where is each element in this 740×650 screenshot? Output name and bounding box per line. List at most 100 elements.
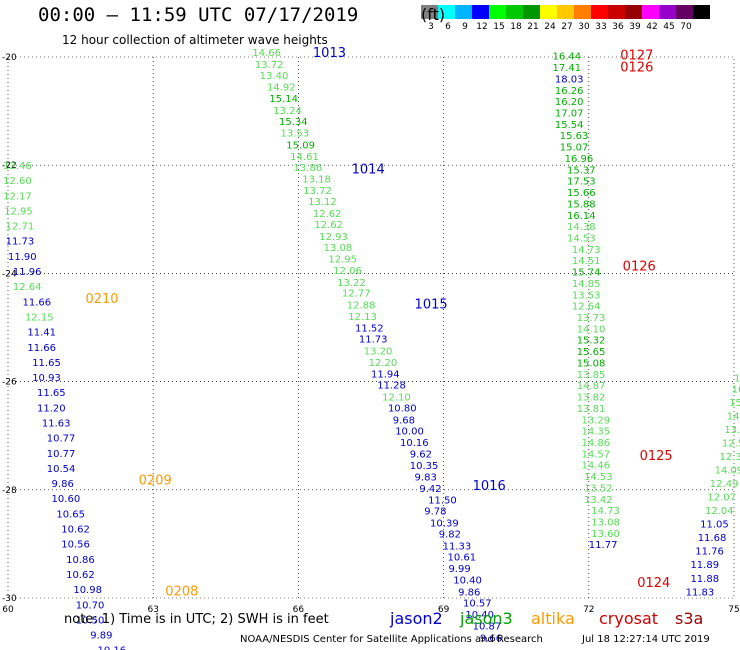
wave-height-point: 14.86 (582, 438, 611, 449)
legend-tick-label: 24 (544, 22, 556, 32)
wave-height-point: 9.42 (419, 484, 441, 495)
wave-height-point: 11.77 (589, 540, 618, 551)
wave-height-point: 9.89 (90, 631, 112, 642)
legend-tick-label: 6 (445, 22, 451, 32)
wave-height-point: 10.16 (98, 646, 127, 650)
wave-height-point: 11.88 (690, 574, 719, 585)
wave-height-point: 14.57 (582, 449, 611, 460)
wave-height-point: 14.53 (567, 233, 596, 244)
wave-height-point: 12.3 (719, 452, 740, 463)
wave-height-point: 12.62 (313, 209, 342, 220)
generated-timestamp: Jul 18 12:27:14 UTC 2019 (582, 634, 710, 645)
wave-height-point: 16.44 (553, 52, 582, 63)
wave-height-point: 11.94 (371, 369, 400, 380)
wave-height-point: 10.39 (430, 519, 459, 530)
wave-height-point: 11.33 (443, 541, 472, 552)
wave-height-point: 13.22 (337, 278, 366, 289)
legend-swatch: 12 (472, 5, 489, 32)
wave-height-point: 11.65 (32, 358, 61, 369)
wave-height-point: 13.29 (582, 415, 611, 426)
wave-height-point: 12.46 (3, 161, 32, 172)
wave-height-point: 10.80 (388, 403, 417, 414)
satellite-altika-label: altika (531, 609, 575, 628)
wave-height-point: 12.17 (3, 191, 32, 202)
wave-height-point: 15.07 (560, 143, 589, 154)
wave-height-point: 15.32 (577, 336, 606, 347)
wave-height-point: 11.50 (428, 495, 457, 506)
wave-height-point: 12.20 (369, 358, 398, 369)
satellite-jason2-label: jason2 (390, 609, 443, 628)
wave-height-point: 13.08 (591, 518, 620, 529)
wave-height-point: 13.52 (584, 483, 613, 494)
wave-height-point: 15.14 (269, 94, 298, 105)
wave-height-point: 16.96 (565, 154, 594, 165)
wave-height-point: 11.28 (377, 381, 406, 392)
wave-height-point: 12.71 (6, 222, 35, 233)
wave-height-point: 14 (727, 411, 740, 422)
pass-time-label: 0209 (139, 473, 172, 488)
wave-height-point: 9.86 (458, 587, 480, 598)
wave-height-point: 10.00 (395, 427, 424, 438)
wave-height-point: 15 (729, 398, 740, 409)
legend-swatch: 45 (659, 5, 676, 32)
wave-height-point: 15.37 (567, 165, 596, 176)
wave-height-point: 10.65 (56, 509, 85, 520)
x-tick-label: 66 (293, 605, 305, 615)
wave-height-point: 10.50 (76, 615, 105, 626)
wave-height-point: 12.10 (382, 393, 411, 404)
wave-height-point: 15.09 (286, 140, 315, 151)
legend-tick-label: 3 (428, 22, 434, 32)
wave-height-point: 9.66 (480, 633, 502, 644)
y-tick-label: -30 (2, 594, 17, 604)
wave-height-point: 16.20 (555, 97, 584, 108)
pass-time-label: 1015 (415, 298, 448, 313)
wave-height-point: 14.73 (591, 506, 620, 517)
legend-swatch: 9 (455, 5, 472, 32)
wave-height-point: 9.86 (52, 479, 74, 490)
wave-height-point: 14.10 (577, 324, 606, 335)
wave-height-point: 12.64 (572, 302, 601, 313)
wave-height-point: 11.65 (37, 388, 66, 399)
wave-height-point: 13.72 (303, 186, 332, 197)
wave-height-point: 11.66 (23, 297, 52, 308)
pass-time-label: 0126 (623, 260, 656, 275)
wave-height-point: 10.70 (76, 600, 105, 611)
satellite-cryosat-label: cryosat (599, 609, 659, 628)
wave-height-point: 15.08 (577, 358, 606, 369)
x-tick-label: 72 (583, 605, 594, 615)
wave-height-point: 10.86 (66, 555, 95, 566)
wave-height-point: 12.88 (347, 301, 376, 312)
wave-height-point: 10.93 (32, 373, 61, 384)
wave-height-point: 14.38 (567, 222, 596, 233)
wave-height-point: 15.65 (577, 347, 606, 358)
wave-height-point: 12.04 (705, 506, 734, 517)
wave-height-point: 10.61 (447, 553, 476, 564)
legend-tick-label: 9 (462, 22, 468, 32)
wave-height-point: 12.15 (25, 312, 54, 323)
wave-height-point: 14.53 (584, 472, 613, 483)
wave-height-point: 10.56 (61, 540, 90, 551)
color-scale-legend: 3 6 9 12 15 18 21 24 27 30 33 36 39 42 45 70 (421, 5, 710, 32)
wave-height-point: 11.20 (37, 403, 66, 414)
wave-height-point: 10.16 (400, 438, 429, 449)
wave-height-point: 17.41 (553, 63, 582, 74)
wave-height-point: 9.99 (448, 564, 470, 575)
wave-height-point: 13.24 (273, 106, 302, 117)
legend-tick-label: 12 (476, 22, 488, 32)
legend-swatch: 70 (676, 5, 693, 32)
legend-tick-label: 42 (646, 22, 658, 32)
wave-height-point: 12.62 (314, 220, 343, 231)
legend-tick-label: 27 (561, 22, 573, 32)
wave-height-point: 13.12 (308, 197, 337, 208)
pass-time-label: 0127 (620, 49, 653, 64)
legend-swatch (693, 5, 710, 19)
wave-height-point: 12.5 (722, 439, 740, 450)
x-tick-label: 69 (438, 605, 450, 615)
wave-height-point: 13.81 (577, 404, 606, 415)
wave-height-point: 14.73 (572, 245, 601, 256)
legend-swatch: 36 (608, 5, 625, 32)
wave-height-point: 10.40 (453, 575, 482, 586)
legend-tick-label: 45 (663, 22, 675, 32)
legend-tick-label: 21 (527, 22, 539, 32)
